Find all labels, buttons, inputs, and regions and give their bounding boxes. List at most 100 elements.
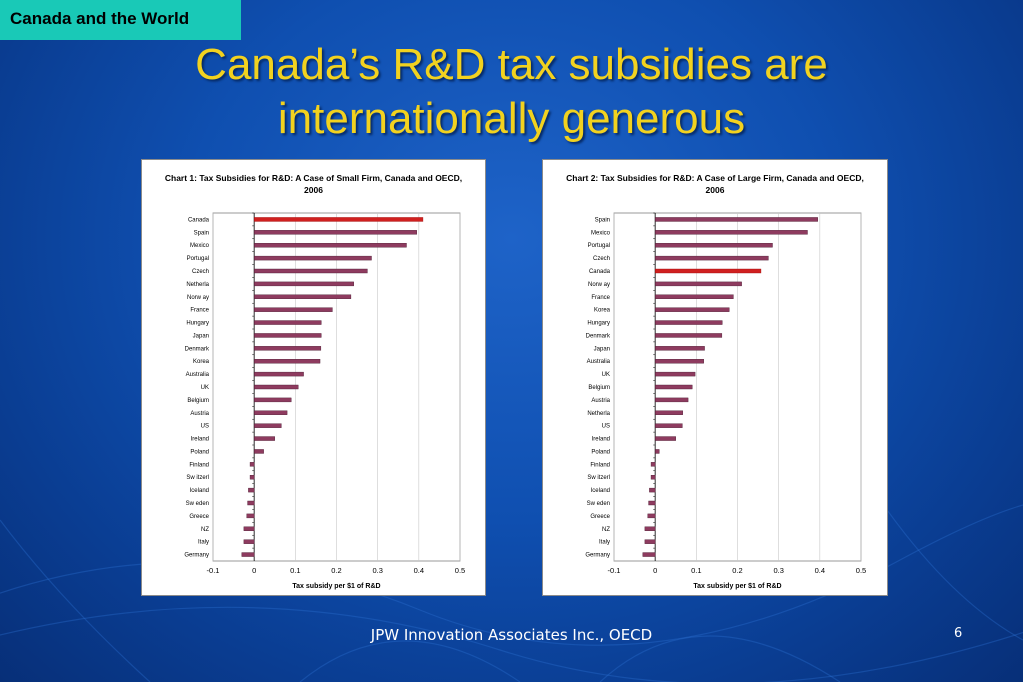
category-label: Hungary <box>587 321 610 327</box>
category-label: Italy <box>198 540 209 546</box>
bar-france <box>253 307 333 312</box>
bar-belgium <box>253 397 292 403</box>
x-tick-label: 0 <box>252 566 256 575</box>
slide-title-line-2: internationally generous <box>277 94 746 143</box>
bar-sweden <box>648 500 656 506</box>
category-label: Japan <box>594 346 610 352</box>
category-label: Iceland <box>591 488 610 494</box>
x-tick-label: 0.5 <box>455 566 465 575</box>
category-label: Norw ay <box>187 295 209 301</box>
x-tick-label: -0.1 <box>608 566 621 575</box>
category-label: Korea <box>594 308 611 314</box>
category-label: Ireland <box>191 437 209 443</box>
category-label: Mexico <box>591 230 611 236</box>
category-label: Hungary <box>186 321 209 327</box>
category-label: Germany <box>585 553 610 559</box>
bar-iceland <box>649 487 656 493</box>
category-label: UK <box>201 385 209 391</box>
bar-belgium <box>654 384 693 390</box>
chart-small-firm: -0.1 0 0.1 0.2 0.3 0.4 0.5 Canada Spain Mexico Por… <box>184 212 465 590</box>
bar-germany <box>642 552 656 557</box>
category-label: Belgium <box>588 385 610 391</box>
bar-norway <box>253 294 352 299</box>
bar-ireland <box>654 436 676 441</box>
x-tick-label: -0.1 <box>207 566 220 575</box>
category-label: Sw eden <box>587 501 610 507</box>
category-label: Mexico <box>190 243 210 249</box>
category-label: Sw eden <box>186 501 209 507</box>
bar-australia <box>253 371 304 377</box>
bar-portugal <box>654 243 773 248</box>
category-label: Netherla <box>186 282 209 288</box>
category-label: Finland <box>590 462 610 468</box>
x-tick-label: 0.4 <box>414 566 424 575</box>
category-label: Czech <box>192 269 209 275</box>
category-label: Austria <box>591 398 610 404</box>
bar-us <box>253 423 282 428</box>
bar-netherla <box>253 281 354 287</box>
category-label: Greece <box>189 514 209 520</box>
bar-canada <box>253 217 424 222</box>
bar-czech <box>253 268 368 274</box>
bar-japan <box>253 333 322 338</box>
bar-spain <box>654 217 818 222</box>
bar-nz <box>644 526 656 531</box>
category-label: Austria <box>190 411 209 417</box>
category-label: Finland <box>189 462 209 468</box>
bar-norway <box>654 281 742 287</box>
category-label: Australia <box>587 359 611 365</box>
bar-nz <box>243 526 255 531</box>
bar-korea <box>654 307 730 312</box>
bar-spain <box>253 230 417 235</box>
bar-germany <box>241 552 255 557</box>
bar-finland <box>249 462 255 467</box>
category-label: NZ <box>602 527 610 533</box>
category-label: Denmark <box>586 333 611 339</box>
x-axis-label: Tax subsidy per $1 of R&D <box>292 583 380 590</box>
bar-greece <box>647 513 656 519</box>
x-tick-label: 0.2 <box>331 566 341 575</box>
bar-hungary <box>654 320 723 325</box>
category-label: Iceland <box>190 488 209 494</box>
category-label: US <box>201 424 209 430</box>
bar-uk <box>253 384 299 390</box>
bar-france <box>654 294 734 299</box>
bar-denmark <box>253 346 322 351</box>
category-label: UK <box>602 372 610 378</box>
chart-title: Chart 1: Tax Subsidies for R&D: A Case o… <box>164 173 463 195</box>
x-axis-label: Tax subsidy per $1 of R&D <box>693 583 781 590</box>
category-label: Canada <box>188 217 210 223</box>
bar-australia <box>654 359 704 364</box>
chart-large-firm: -0.1 0 0.1 0.2 0.3 0.4 0.5 Spain Mexico Portugal C… <box>585 212 866 590</box>
category-label: NZ <box>201 527 209 533</box>
category-label: Japan <box>193 333 209 339</box>
chart-title: Chart 2: Tax Subsidies for R&D: A Case o… <box>566 173 864 195</box>
category-label: France <box>190 308 209 314</box>
bar-austria <box>654 397 689 403</box>
bar-denmark <box>654 333 723 338</box>
category-label: Poland <box>190 449 209 455</box>
category-label: Australia <box>186 372 210 378</box>
bar-italy <box>644 539 656 544</box>
category-label: Spain <box>194 230 209 236</box>
slide-title-line-1: Canada’s R&D tax subsidies are <box>195 40 828 89</box>
bar-canada <box>654 268 762 274</box>
category-label: Sw itzerl <box>587 475 610 481</box>
category-label: Norw ay <box>588 282 610 288</box>
bar-us <box>654 423 683 428</box>
bar-czech <box>654 255 769 261</box>
bar-poland <box>654 449 660 454</box>
x-tick-label: 0.4 <box>815 566 825 575</box>
bar-hungary <box>253 320 322 325</box>
bar-finland <box>650 462 656 467</box>
category-label: Canada <box>589 269 611 275</box>
category-label: Korea <box>193 359 210 365</box>
category-label: Portugal <box>187 256 209 262</box>
category-label: Denmark <box>185 346 210 352</box>
category-label: Spain <box>595 217 610 223</box>
bar-poland <box>253 449 264 454</box>
bar-italy <box>243 539 255 544</box>
category-label: US <box>602 424 610 430</box>
category-label: Greece <box>590 514 610 520</box>
bar-ireland <box>253 436 275 441</box>
